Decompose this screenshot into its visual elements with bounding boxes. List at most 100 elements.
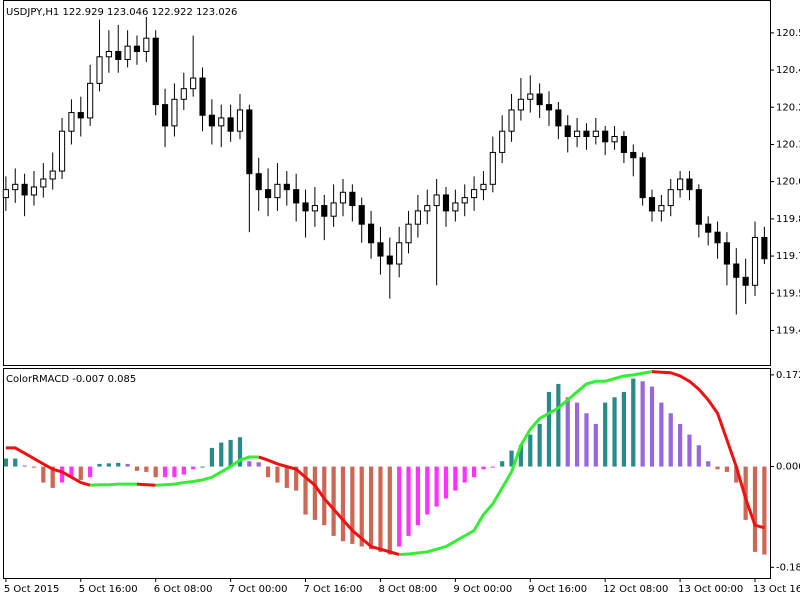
x-tick-label: 7 Oct 16:00 [304,584,363,595]
candle-body [527,93,534,100]
histogram-bar [3,458,8,467]
histogram-bar [612,397,617,467]
x-tick-label: 13 Oct 16:00 [753,584,800,595]
histogram-bar [406,466,411,536]
candle-body [564,125,571,138]
candle-body [349,191,356,207]
signal-line [136,482,156,487]
y-tick-label: 119.59 [776,288,800,299]
candle-body [686,178,693,191]
candle-body [12,183,19,191]
histogram-bar [247,461,252,467]
candle-body [330,202,337,217]
candle-body [733,263,740,278]
histogram-bar [97,463,102,467]
candle-body [161,104,169,127]
histogram-bar [31,466,37,468]
histogram-bar [312,466,318,520]
signal-line [90,482,137,487]
candle-body [302,202,309,212]
candle-body [218,117,225,127]
candle-body [115,50,122,60]
candle-body [255,173,262,191]
candle-body [30,186,38,196]
candle-body [339,191,347,204]
histogram-bar [237,437,243,467]
candle-body [236,109,244,132]
histogram-bar [443,466,449,499]
candle-body [695,189,702,225]
candle-body [358,205,365,225]
x-tick-label: 5 Oct 2015 [4,584,59,595]
histogram-bar [677,423,683,467]
candle-body [574,130,581,138]
histogram-bar [275,466,280,483]
histogram-bar [228,439,233,467]
candle-body [227,117,234,132]
candle-body [49,170,56,180]
histogram-bar [41,466,46,483]
x-tick-label: 13 Oct 00:00 [678,584,743,595]
histogram-bar [724,466,730,472]
histogram-bar [621,391,627,467]
candle-body [433,194,440,207]
histogram-bar [752,466,758,552]
y-tick-label: 0.172 [776,370,800,381]
candle-body [246,109,253,175]
histogram-bar [59,466,65,483]
candle-body [667,189,674,207]
indicator-title: ColorRMACD -0.007 0.085 [6,374,136,385]
y-tick-label: 120.29 [776,102,800,113]
histogram-bar [209,447,214,467]
histogram-bar [144,466,149,472]
candle-body [96,56,103,84]
candle-body [396,242,403,265]
candle-body [264,189,272,199]
price-panel [3,0,771,366]
y-tick-label: 119.73 [776,251,800,262]
signal-line [155,455,259,487]
candle-body [124,45,131,60]
candle-body [40,178,47,188]
candle-body [592,130,599,138]
y-tick-label: 119.45 [776,325,800,336]
price-title: USDJPY,H1 122.929 123.046 122.922 123.02… [6,7,237,18]
signal-line [651,370,765,530]
y-tick-label: 120.15 [776,139,800,150]
histogram-bar [593,423,598,467]
candle-body [424,205,431,212]
histogram-bar [715,466,720,470]
candle-body [321,205,328,217]
histogram-bar [706,461,711,467]
candle-body [620,136,627,153]
histogram-bar [322,466,327,526]
candle-body [143,37,150,52]
histogram-bar [13,458,18,467]
histogram-bar [565,397,570,467]
histogram-bar [172,466,177,478]
indicator-panel [3,368,771,579]
candle-body [480,183,487,191]
x-tick-label: 8 Oct 08:00 [378,584,437,595]
y-tick-label: 119.87 [776,214,800,225]
candle-body [274,183,281,199]
histogram-bar [574,402,580,467]
histogram-bar [78,466,83,480]
histogram-bar [453,466,458,491]
histogram-bar [22,465,27,467]
y-tick-label: 120.01 [776,177,800,188]
candle-body [190,77,197,90]
candle-body [499,130,506,153]
histogram-bar [88,466,93,478]
histogram-bar [378,466,383,552]
candle-body [133,45,141,52]
histogram-bar [471,466,477,478]
histogram-bar [546,391,552,467]
candle-body [639,157,646,199]
histogram-bar [415,466,421,526]
histogram-bar [265,466,271,478]
histogram-bar [331,466,336,536]
signal-line [5,446,91,487]
candle-body [442,194,450,212]
histogram-bar [762,466,767,555]
